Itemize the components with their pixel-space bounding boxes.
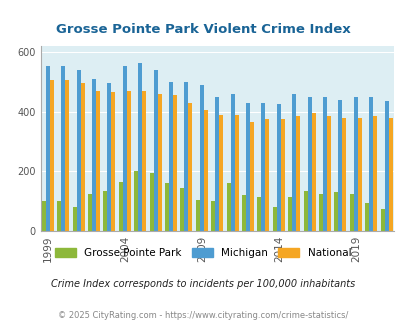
Bar — [357, 118, 361, 231]
Bar — [234, 115, 238, 231]
Bar — [107, 83, 111, 231]
Bar — [149, 173, 153, 231]
Text: Crime Index corresponds to incidents per 100,000 inhabitants: Crime Index corresponds to incidents per… — [51, 279, 354, 289]
Bar — [384, 101, 388, 231]
Bar — [126, 91, 130, 231]
Bar — [280, 119, 284, 231]
Legend: Grosse Pointe Park, Michigan, National: Grosse Pointe Park, Michigan, National — [51, 245, 354, 261]
Bar — [157, 94, 161, 231]
Bar — [288, 197, 292, 231]
Bar — [195, 200, 199, 231]
Bar — [349, 194, 353, 231]
Bar — [42, 201, 46, 231]
Bar — [173, 95, 177, 231]
Bar — [261, 103, 265, 231]
Bar — [372, 116, 376, 231]
Bar — [318, 194, 322, 231]
Bar — [311, 113, 315, 231]
Bar — [180, 188, 184, 231]
Bar — [303, 191, 307, 231]
Bar — [103, 191, 107, 231]
Bar — [322, 97, 326, 231]
Bar — [96, 91, 100, 231]
Bar — [61, 66, 65, 231]
Bar — [338, 100, 341, 231]
Bar — [211, 201, 215, 231]
Text: Grosse Pointe Park Violent Crime Index: Grosse Pointe Park Violent Crime Index — [55, 23, 350, 36]
Bar — [199, 85, 203, 231]
Bar — [341, 118, 345, 231]
Bar — [188, 103, 192, 231]
Bar — [92, 79, 96, 231]
Bar — [142, 91, 146, 231]
Bar — [57, 201, 61, 231]
Bar — [134, 171, 138, 231]
Bar — [368, 97, 372, 231]
Bar — [388, 118, 392, 231]
Bar — [111, 92, 115, 231]
Bar — [307, 97, 311, 231]
Bar — [272, 207, 276, 231]
Bar — [164, 183, 168, 231]
Bar — [292, 94, 296, 231]
Bar — [88, 194, 92, 231]
Bar — [65, 81, 69, 231]
Text: © 2025 CityRating.com - https://www.cityrating.com/crime-statistics/: © 2025 CityRating.com - https://www.city… — [58, 312, 347, 320]
Bar — [122, 66, 126, 231]
Bar — [230, 94, 234, 231]
Bar — [379, 209, 384, 231]
Bar — [168, 82, 173, 231]
Bar — [77, 70, 81, 231]
Bar — [353, 97, 357, 231]
Bar — [276, 104, 280, 231]
Bar — [50, 81, 54, 231]
Bar — [245, 103, 249, 231]
Bar — [265, 119, 269, 231]
Bar — [257, 197, 261, 231]
Bar — [326, 116, 330, 231]
Bar — [46, 66, 50, 231]
Bar — [219, 115, 223, 231]
Bar — [215, 97, 219, 231]
Bar — [138, 63, 142, 231]
Bar — [249, 122, 254, 231]
Bar — [203, 110, 207, 231]
Bar — [184, 82, 188, 231]
Bar — [334, 192, 338, 231]
Bar — [153, 70, 157, 231]
Bar — [364, 203, 368, 231]
Bar — [72, 207, 77, 231]
Bar — [119, 182, 122, 231]
Bar — [226, 183, 230, 231]
Bar — [241, 195, 245, 231]
Bar — [81, 83, 84, 231]
Bar — [296, 116, 299, 231]
